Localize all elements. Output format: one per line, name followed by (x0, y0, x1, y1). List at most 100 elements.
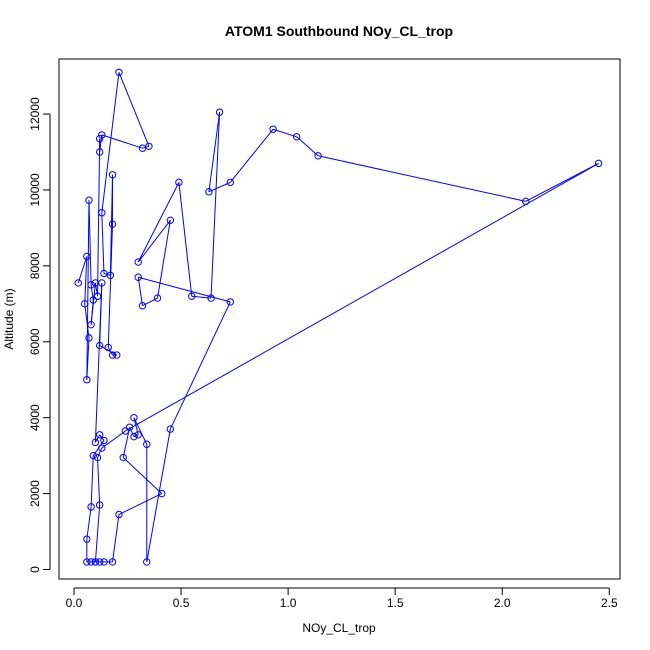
data-point (100, 436, 108, 445)
chart-title: ATOM1 Southbound NOy_CL_trop (225, 23, 453, 39)
series-segment (208, 181, 231, 193)
series-segment (101, 430, 126, 449)
data-point (188, 292, 196, 300)
series-segment (157, 220, 171, 299)
data-point (226, 298, 234, 306)
data-point (113, 351, 121, 359)
series-segment (138, 276, 231, 303)
data-point (89, 296, 97, 304)
y-axis-label: Altitude (m) (2, 288, 16, 349)
data-series (74, 68, 603, 566)
data-point (138, 302, 147, 310)
data-point (125, 423, 134, 431)
series-segment (125, 162, 599, 432)
x-tick-label: 2.0 (494, 596, 511, 610)
data-point (104, 343, 112, 352)
data-point (522, 197, 530, 206)
data-point (175, 178, 183, 187)
data-point (134, 431, 142, 439)
data-point (115, 68, 123, 76)
series-segment (169, 301, 231, 430)
data-point (108, 171, 117, 179)
x-axis: 0.0 0.5 1.0 1.5 2.0 2.5 (66, 587, 618, 610)
series-segment (137, 182, 180, 263)
y-tick-label: 10000 (28, 173, 42, 207)
data-point (93, 292, 102, 300)
series-segment (137, 277, 144, 306)
data-point (87, 281, 95, 289)
series-segment (142, 297, 158, 307)
data-point (93, 453, 102, 462)
series-segment (210, 112, 221, 299)
data-point (205, 188, 213, 196)
data-point (95, 135, 104, 143)
data-point (594, 159, 603, 168)
data-point (143, 440, 151, 448)
series-segment (77, 256, 88, 284)
series-segment (94, 504, 101, 562)
series-segment (296, 136, 319, 157)
data-point (83, 535, 91, 543)
data-point (215, 108, 224, 116)
series-segment (122, 457, 163, 494)
data-point (153, 294, 162, 302)
data-point (130, 413, 138, 422)
data-point (158, 489, 166, 498)
data-point (85, 334, 93, 342)
data-point (74, 279, 82, 287)
data-point (98, 209, 106, 217)
data-point (130, 432, 138, 441)
series-segment (112, 514, 120, 562)
series-segment (118, 493, 162, 515)
series-segment (90, 455, 94, 507)
y-axis: 0 2000 4000 6000 8000 10000 12000 (28, 97, 51, 573)
data-point (134, 258, 142, 266)
series-segment (84, 256, 88, 304)
series-segment (94, 282, 103, 443)
x-tick-label: 1.5 (387, 596, 404, 610)
x-tick-label: 1.0 (280, 596, 297, 610)
series-segment (133, 417, 148, 445)
data-point (100, 558, 108, 566)
series-segment (86, 506, 92, 540)
data-point (121, 427, 130, 435)
y-tick-label: 2000 (28, 480, 42, 507)
data-point (95, 431, 104, 439)
x-tick-label: 0.0 (66, 596, 83, 610)
data-point (83, 376, 91, 384)
data-point (269, 125, 277, 133)
y-tick-label: 6000 (28, 328, 42, 355)
data-point (98, 131, 106, 139)
series-segment (272, 128, 297, 138)
series-segment (97, 138, 101, 297)
data-point (95, 501, 104, 509)
data-point (95, 148, 104, 156)
data-point (89, 451, 97, 460)
data-point (95, 341, 104, 350)
series-segment (101, 134, 143, 149)
data-point (138, 144, 147, 152)
series-segment (84, 303, 90, 339)
y-tick-label: 8000 (28, 252, 42, 279)
series-segment (107, 224, 114, 348)
series-segment (97, 447, 103, 458)
data-point (95, 558, 104, 566)
data-point (226, 178, 234, 187)
data-point (80, 300, 89, 308)
y-tick-label: 0 (28, 566, 42, 573)
data-point (119, 453, 127, 462)
x-tick-label: 0.5 (173, 596, 190, 610)
data-point (115, 510, 123, 519)
series-segment (229, 128, 274, 183)
data-point (91, 438, 100, 447)
data-point (166, 216, 175, 225)
series-segment (129, 426, 135, 437)
series-segment (208, 112, 221, 192)
series-segment (178, 182, 193, 297)
plot-frame (58, 58, 621, 580)
series-segment (118, 72, 150, 147)
data-point (314, 152, 322, 160)
series-segment (101, 72, 120, 213)
